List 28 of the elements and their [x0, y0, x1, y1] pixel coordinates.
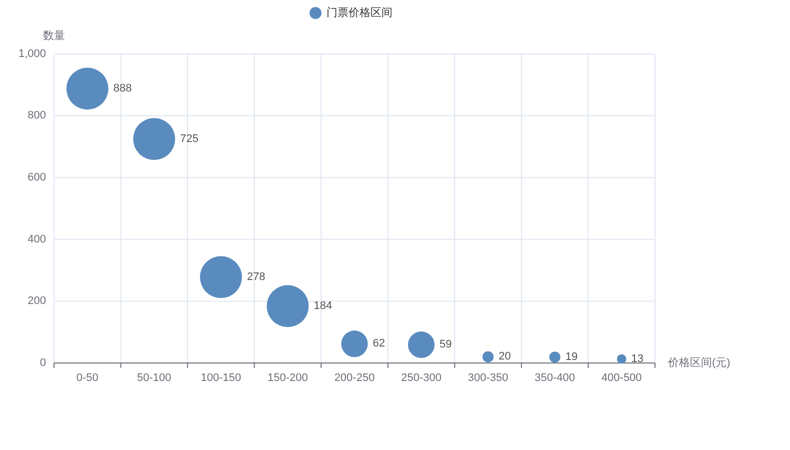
- legend-label: 门票价格区间: [326, 6, 392, 19]
- data-label: 62: [372, 338, 386, 350]
- legend: 门票价格区间: [310, 6, 392, 19]
- data-label: 19: [565, 351, 578, 364]
- y-tick-label: 400: [28, 233, 46, 246]
- data-label: 59: [440, 338, 452, 351]
- y-tick-label: 600: [28, 172, 46, 184]
- x-tick-label: 50-100: [137, 372, 172, 384]
- x-tick-label: 100-150: [200, 372, 242, 384]
- y-tick-label: 800: [28, 110, 46, 122]
- x-tick-label: 150-200: [268, 372, 308, 384]
- data-label: 725: [180, 132, 199, 145]
- x-tick-label: 400-500: [601, 372, 642, 384]
- y-tick-label: 200: [28, 295, 46, 308]
- x-tick-label: 250-300: [401, 372, 442, 384]
- y-axis-title: 数量: [43, 30, 65, 42]
- data-label: 184: [314, 300, 332, 312]
- x-tick-label: 300-350: [468, 372, 508, 384]
- data-label: 13: [631, 352, 644, 365]
- x-tick-label: 0-50: [76, 372, 98, 384]
- x-axis-title: 价格区间(元): [667, 356, 730, 369]
- x-tick-label: 200-250: [334, 372, 375, 384]
- x-tick-label: 350-400: [534, 372, 576, 384]
- y-tick-label: 1,000: [18, 48, 46, 60]
- data-label: 888: [113, 82, 132, 95]
- y-tick-label: 0: [40, 356, 46, 369]
- data-label: 278: [246, 271, 266, 284]
- data-label: 20: [498, 350, 511, 363]
